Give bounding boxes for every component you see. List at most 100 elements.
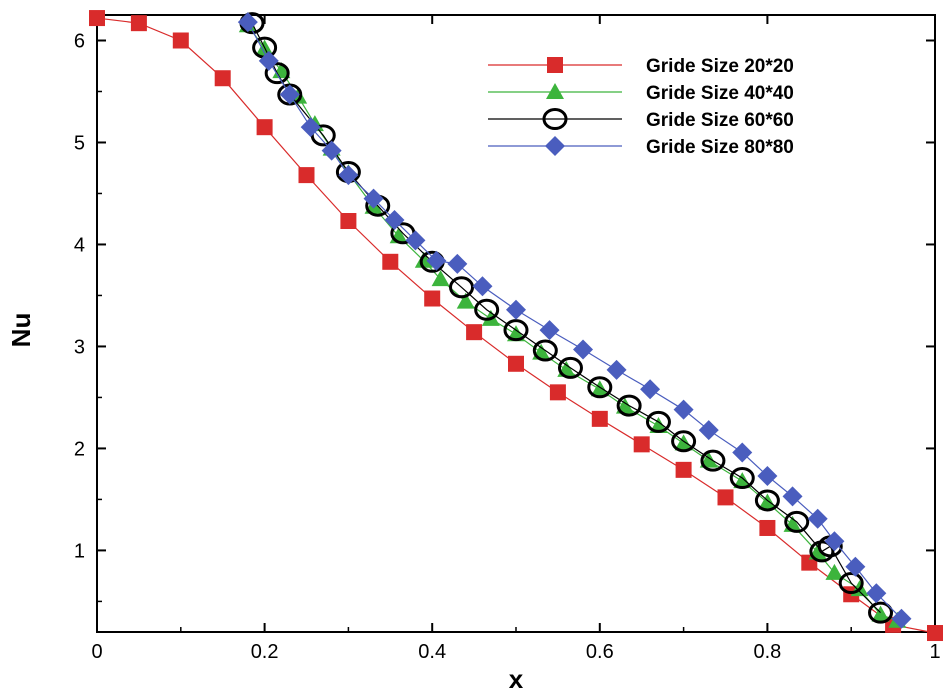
data-point — [300, 117, 321, 138]
data-point — [539, 320, 560, 341]
data-point — [784, 510, 810, 533]
data-point — [382, 253, 399, 270]
y-tick-label: 5 — [74, 132, 85, 154]
data-point — [508, 355, 524, 372]
data-point — [587, 376, 613, 399]
data-point — [824, 531, 845, 552]
data-point — [807, 508, 828, 529]
data-point — [732, 442, 753, 463]
data-point — [172, 32, 189, 49]
data-point — [616, 394, 642, 417]
data-point — [671, 430, 697, 453]
data-point — [675, 461, 692, 478]
x-tick-label: 0.6 — [586, 641, 614, 663]
data-point — [214, 70, 231, 87]
data-point — [557, 356, 583, 379]
data-point — [645, 410, 671, 433]
data-point — [673, 399, 694, 420]
data-point — [431, 270, 450, 287]
data-point — [506, 299, 526, 320]
data-point — [130, 15, 147, 32]
plot-frame — [96, 14, 936, 633]
y-tick-label: 6 — [74, 30, 85, 52]
data-point — [757, 465, 778, 486]
legend-marker — [546, 83, 564, 99]
legend: Gride Size 20*20 Gride Size 40*40 Gride Si… — [488, 56, 794, 158]
x-tick-label: 0.8 — [753, 641, 781, 663]
data-point — [414, 251, 433, 268]
x-axis-title: x — [509, 664, 524, 691]
data-point — [758, 493, 777, 510]
legend-label: Gride Size 60*60 — [646, 110, 794, 131]
data-point — [321, 140, 342, 161]
data-point — [426, 250, 447, 271]
data-point — [640, 379, 661, 400]
legend-item: Gride Size 20*20 — [488, 56, 794, 77]
data-point — [449, 276, 475, 299]
data-point — [674, 434, 693, 451]
x-tick-label: 0 — [91, 641, 102, 663]
data-point — [590, 380, 609, 397]
y-axis: 1 2 3 4 5 6 — [74, 30, 935, 603]
data-point — [782, 486, 803, 507]
data-point — [633, 436, 650, 453]
data-point — [258, 50, 279, 71]
data-point — [838, 572, 864, 595]
legend-label: Gride Size 80*80 — [646, 137, 794, 158]
data-point — [698, 420, 719, 441]
data-point — [891, 608, 912, 629]
legend-label: Gride Size 40*40 — [646, 83, 794, 104]
legend-marker — [547, 57, 563, 73]
x-tick-label: 0.4 — [418, 641, 446, 663]
data-point — [447, 253, 468, 274]
data-point — [871, 605, 890, 622]
data-point — [699, 451, 718, 468]
x-tick-label: 1 — [929, 641, 940, 663]
series-4 — [237, 12, 912, 629]
y-tick-label: 4 — [74, 234, 85, 256]
data-point — [279, 84, 300, 105]
data-point — [298, 167, 315, 184]
data-point — [466, 324, 483, 341]
data-point — [338, 165, 359, 186]
legend-label: Gride Size 20*20 — [646, 56, 794, 77]
series-2 — [238, 16, 907, 628]
x-axis: 0 0.2 0.4 0.6 0.8 1 — [91, 15, 941, 663]
data-point — [606, 359, 627, 380]
data-point — [89, 10, 105, 27]
data-point — [845, 556, 866, 577]
data-point — [256, 119, 273, 136]
legend-item: Gride Size 40*40 — [488, 83, 794, 104]
data-point — [825, 563, 844, 580]
data-point — [424, 290, 441, 307]
data-point — [754, 489, 780, 512]
data-point — [573, 339, 594, 360]
data-point — [340, 213, 357, 230]
legend-item: Gride Size 80*80 — [488, 136, 794, 158]
data-point — [532, 339, 558, 362]
data-point — [363, 188, 384, 209]
legend-item: Gride Size 60*60 — [488, 108, 794, 131]
data-point — [700, 449, 726, 472]
y-tick-label: 3 — [74, 336, 85, 358]
data-point — [503, 319, 529, 342]
data-point — [866, 583, 887, 604]
data-point — [717, 489, 734, 506]
data-point — [927, 625, 943, 642]
data-point — [474, 298, 500, 321]
series-3 — [239, 12, 894, 624]
series-line — [251, 22, 881, 614]
x-tick-label: 0.2 — [251, 641, 279, 663]
series-layer — [89, 10, 943, 642]
y-tick-label: 1 — [74, 540, 85, 562]
data-point — [472, 276, 493, 297]
data-point — [759, 519, 776, 536]
legend-marker — [542, 108, 568, 130]
y-tick-label: 2 — [74, 438, 85, 460]
data-point — [456, 292, 475, 309]
data-point — [264, 62, 290, 85]
data-point — [405, 230, 426, 251]
data-point — [733, 472, 752, 489]
data-point — [729, 467, 755, 490]
